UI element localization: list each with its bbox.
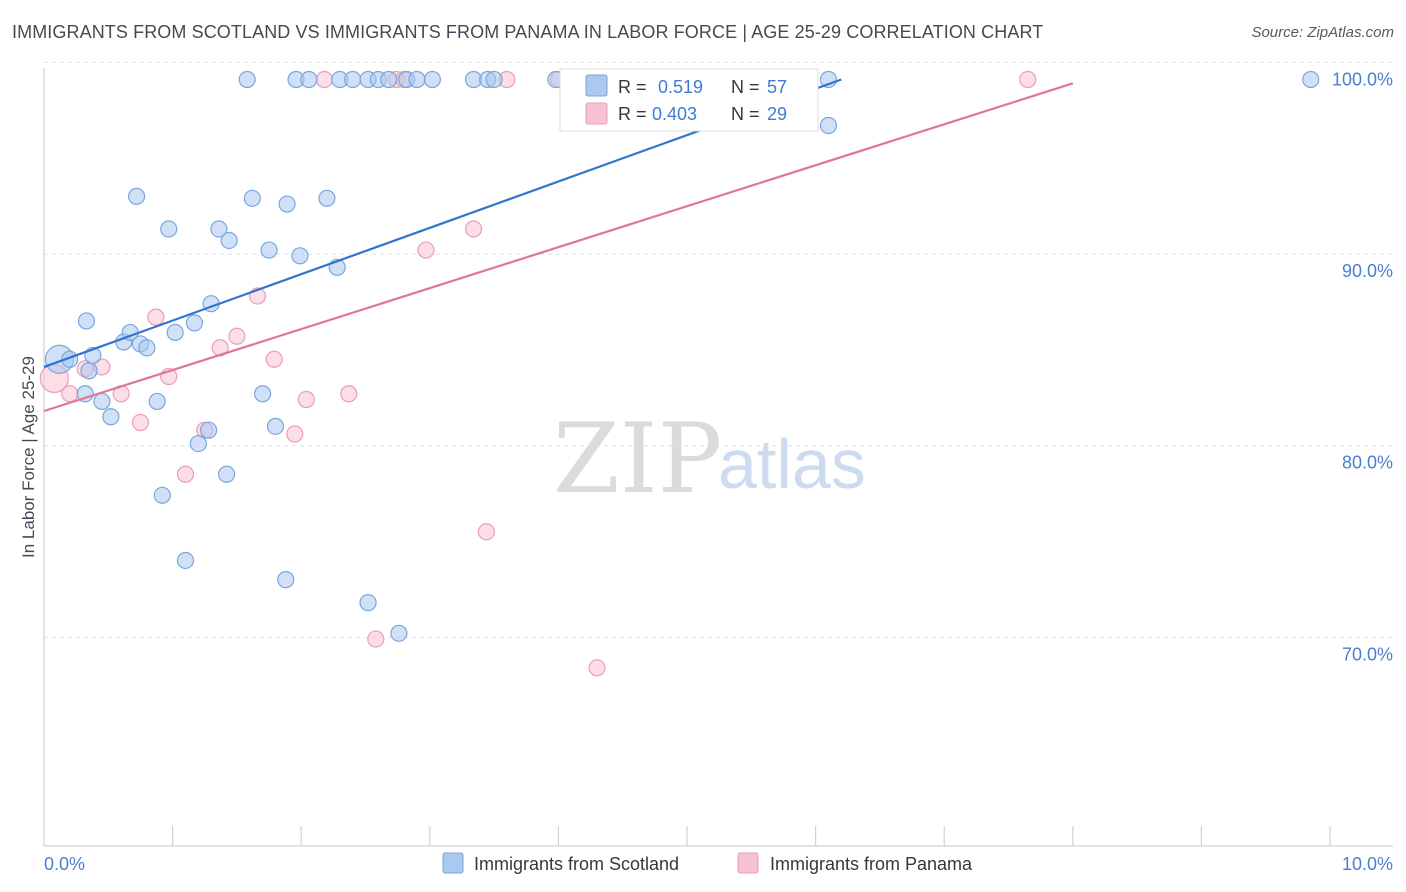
scotland-point <box>260 241 278 259</box>
scotland-n-value: 57 <box>767 77 787 97</box>
scotland-r-label: R = <box>618 77 647 97</box>
scotland-point <box>300 70 318 89</box>
legend-panama-label: Immigrants from Panama <box>770 854 973 874</box>
scotland-point <box>344 70 362 89</box>
scotland-point <box>408 70 426 89</box>
scotland-point <box>93 392 111 411</box>
scotland-point <box>176 551 195 570</box>
y-tick-label: 100.0% <box>1332 69 1393 89</box>
panama-swatch <box>585 102 608 125</box>
y-tick-label: 90.0% <box>1342 261 1393 281</box>
scotland-point <box>127 187 146 205</box>
panama-point <box>131 413 150 432</box>
scotland-n-label: N = <box>731 77 760 97</box>
panama-n-value: 29 <box>767 104 787 124</box>
scotland-point <box>1302 70 1320 89</box>
scotland-point <box>189 434 207 453</box>
series-legend: Immigrants from Scotland Immigrants from… <box>442 852 973 874</box>
scotland-point <box>819 116 838 135</box>
scotland-point <box>80 362 98 380</box>
panama-point <box>297 390 315 409</box>
legend-panama-swatch <box>737 852 759 874</box>
panama-point <box>61 385 79 403</box>
panama-r-value: 0.403 <box>652 104 697 124</box>
scotland-point <box>210 220 228 238</box>
panama-point <box>367 630 385 648</box>
watermark-zip: ZIP <box>553 403 722 515</box>
scotland-point <box>278 195 296 213</box>
watermark-atlas: atlas <box>718 425 866 503</box>
scotland-point <box>485 70 503 89</box>
panama-point <box>588 659 606 677</box>
panama-point <box>340 385 358 403</box>
source-credit: Source: ZipAtlas.com <box>1251 24 1394 41</box>
legend-scotland-swatch <box>442 852 464 874</box>
x-tick-label-max: 10.0% <box>1342 854 1393 874</box>
y-tick-labels: 100.0% 90.0% 80.0% 70.0% <box>1332 69 1393 664</box>
gridlines <box>44 61 1393 638</box>
scotland-point <box>166 323 184 342</box>
scotland-point <box>266 417 285 435</box>
scotland-point <box>102 408 120 426</box>
panama-r-label: R = <box>618 104 647 124</box>
scotland-point <box>318 189 336 207</box>
panama-point <box>464 220 483 238</box>
scotland-point <box>200 421 218 439</box>
scotland-point <box>359 594 377 612</box>
panama-point <box>176 465 195 483</box>
scotland-point <box>138 339 156 357</box>
scotland-point <box>238 70 256 89</box>
stats-legend: R = 0.519 N = 57 R = 0.403 N = 29 <box>559 68 819 132</box>
scotland-point <box>243 189 261 207</box>
panama-point <box>228 327 246 345</box>
panama-point <box>147 308 165 326</box>
scotland-point <box>77 312 96 330</box>
scotland-point <box>423 70 441 89</box>
panama-points <box>39 70 1037 677</box>
scotland-point <box>254 385 272 403</box>
x-tick-label-min: 0.0% <box>44 854 85 874</box>
panama-point <box>477 523 495 541</box>
y-tick-label: 70.0% <box>1342 644 1393 664</box>
scotland-point <box>220 231 238 250</box>
panama-n-label: N = <box>731 104 760 124</box>
scotland-point <box>185 314 204 332</box>
panama-point <box>1019 70 1037 89</box>
y-tick-label: 80.0% <box>1342 453 1393 473</box>
chart-title: IMMIGRANTS FROM SCOTLAND VS IMMIGRANTS F… <box>12 22 1044 42</box>
scotland-swatch <box>585 74 608 97</box>
panama-point <box>265 350 283 368</box>
trend-lines <box>43 78 1074 413</box>
y-axis-title: In Labor Force | Age 25-29 <box>19 356 38 558</box>
x-ticks <box>172 826 1331 846</box>
scotland-points <box>44 70 1320 642</box>
scotland-point <box>291 247 309 265</box>
scotland-point <box>148 392 166 411</box>
scotland-point <box>153 486 171 504</box>
scotland-point <box>380 70 398 89</box>
legend-scotland-label: Immigrants from Scotland <box>474 854 679 874</box>
panama-point <box>286 425 304 443</box>
panama-point <box>315 70 333 89</box>
panama-trend-line <box>43 82 1074 413</box>
scotland-point <box>218 465 236 483</box>
scotland-point <box>277 571 295 589</box>
scotland-point <box>390 624 408 642</box>
watermark: ZIP atlas <box>553 403 866 515</box>
scotland-point <box>160 220 178 238</box>
panama-point <box>417 241 435 259</box>
scotland-r-value: 0.519 <box>658 77 703 97</box>
